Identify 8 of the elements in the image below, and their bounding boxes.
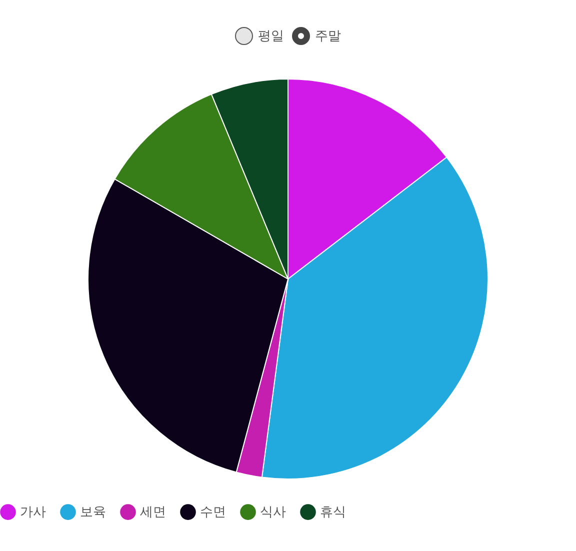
legend-label: 가사 — [20, 505, 46, 520]
legend-label: 세면 — [140, 505, 166, 520]
legend-label: 보육 — [80, 505, 106, 520]
legend-label: 식사 — [260, 505, 286, 520]
legend-label: 휴식 — [320, 505, 346, 520]
legend-label: 수면 — [200, 505, 226, 520]
text: 평일 — [258, 28, 284, 45]
text: 주말 — [315, 28, 341, 45]
